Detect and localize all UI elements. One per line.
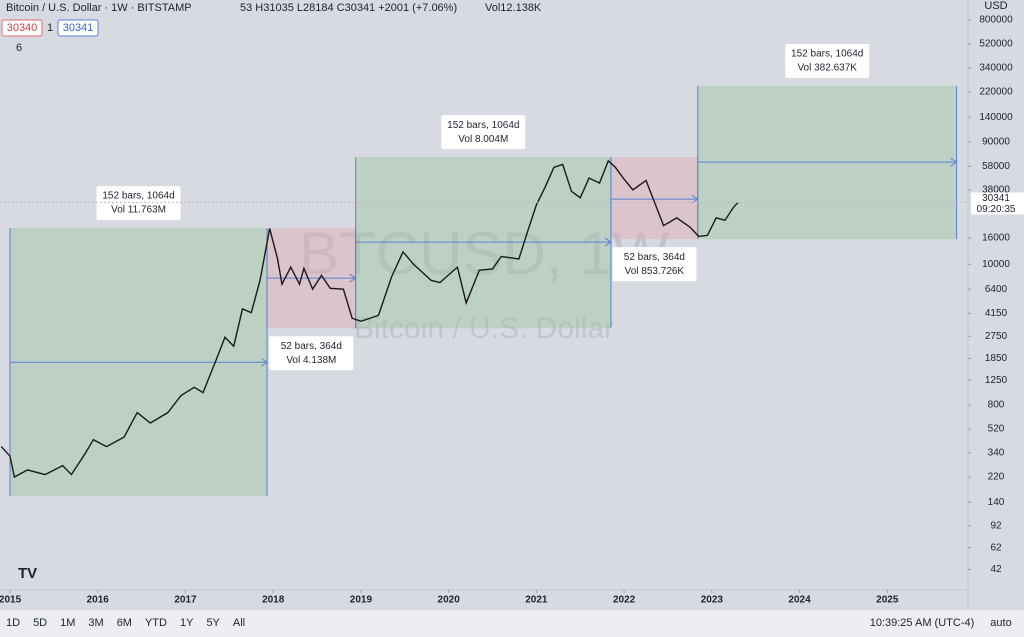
y-tick-label: 16000 xyxy=(982,233,1010,244)
volume: Vol12.138K xyxy=(485,2,542,14)
x-tick-label: 2024 xyxy=(788,595,811,606)
range-button[interactable]: 1M xyxy=(60,617,75,629)
range-vol: Vol 382.637K xyxy=(797,63,857,74)
last-price-label: 30341 xyxy=(982,193,1010,204)
y-tick-label: 42 xyxy=(990,564,1002,575)
indicator-count[interactable]: 6 xyxy=(16,42,22,54)
arrow-head xyxy=(604,237,612,247)
spread: 1 xyxy=(47,22,53,34)
x-tick-label: 2017 xyxy=(174,595,197,606)
range-label-box xyxy=(269,336,354,371)
range-button[interactable]: 3M xyxy=(88,617,103,629)
x-tick-label: 2019 xyxy=(350,595,373,606)
symbol: Bitcoin / U.S. Dollar · 1W · BITSTAMP xyxy=(6,2,192,14)
x-tick-label: 2023 xyxy=(701,595,724,606)
range-button[interactable]: 1D xyxy=(6,617,20,629)
y-tick-label: 340 xyxy=(988,447,1005,458)
x-tick-label: 2021 xyxy=(525,595,548,606)
y-tick-label: 800 xyxy=(988,400,1005,411)
sell-button[interactable] xyxy=(1,19,43,37)
range-label-box xyxy=(96,186,181,221)
y-tick-label: 520 xyxy=(988,424,1005,435)
x-tick-label: 2015 xyxy=(0,595,22,606)
range-box xyxy=(610,157,698,240)
sell-price: 30340 xyxy=(7,22,38,34)
range-vol: Vol 4.138M xyxy=(286,355,336,366)
y-tick-label: 340000 xyxy=(979,62,1013,73)
buy-price: 30341 xyxy=(63,22,94,34)
range-button[interactable]: 6M xyxy=(117,617,132,629)
range-button[interactable]: 1Y xyxy=(180,617,194,629)
y-tick-label: 220 xyxy=(988,472,1005,483)
range-button[interactable]: 5D xyxy=(33,617,47,629)
y-tick-label: 58000 xyxy=(982,161,1010,172)
range-bars: 52 bars, 364d xyxy=(281,341,342,352)
range-bars: 152 bars, 1064d xyxy=(447,120,519,131)
plot: BTCUSD, 1W Bitcoin / U.S. Dollar 152 bars,… xyxy=(0,43,968,497)
watermark: Bitcoin / U.S. Dollar xyxy=(354,312,614,345)
clock: 10:39:25 AM (UTC-4) xyxy=(870,617,975,629)
range-label-box xyxy=(441,115,526,150)
x-tick-label: 2025 xyxy=(876,595,899,606)
x-tick-label: 2020 xyxy=(438,595,461,606)
range-bars: 152 bars, 1064d xyxy=(791,49,863,60)
currency: USD xyxy=(984,0,1007,12)
range-bars: 152 bars, 1064d xyxy=(102,191,174,202)
y-tick-label: 220000 xyxy=(979,87,1013,98)
range-button[interactable]: 5Y xyxy=(206,617,220,629)
price-line xyxy=(0,159,739,479)
range-vol: Vol 853.726K xyxy=(625,266,685,277)
arrow-head xyxy=(950,157,958,167)
arrow-head xyxy=(260,357,268,367)
countdown: 09:20:35 xyxy=(977,204,1016,215)
y-tick-label: 38000 xyxy=(982,185,1010,196)
y-tick-label: 92 xyxy=(990,520,1002,531)
y-tick-label: 140000 xyxy=(979,112,1013,123)
x-tick-label: 2016 xyxy=(87,595,110,606)
watermark: BTCUSD, 1W xyxy=(299,220,669,287)
range-vol: Vol 8.004M xyxy=(458,134,508,145)
y-tick-label: 90000 xyxy=(982,136,1010,147)
y-tick-label: 4150 xyxy=(985,308,1008,319)
y-tick-label: 62 xyxy=(990,542,1002,553)
last-price-box xyxy=(971,192,1024,215)
range-bars: 52 bars, 364d xyxy=(624,252,685,263)
ohlc: 53 H31035 L28184 C30341 +2001 (+7.06%) xyxy=(240,2,457,14)
y-tick-label: 520000 xyxy=(979,39,1013,50)
y-tick-label: 6400 xyxy=(985,284,1008,295)
buy-button[interactable] xyxy=(57,19,99,37)
logo: TV xyxy=(18,565,37,582)
range-label-box xyxy=(612,247,697,282)
toolbar xyxy=(0,610,1024,637)
scale-mode[interactable]: auto xyxy=(990,617,1011,629)
range-button[interactable]: All xyxy=(233,617,245,629)
y-tick-label: 800000 xyxy=(979,15,1013,26)
x-tick-label: 2022 xyxy=(613,595,636,606)
range-box xyxy=(355,157,611,329)
y-tick-label: 140 xyxy=(988,497,1005,508)
range-button[interactable]: YTD xyxy=(145,617,167,629)
range-label-box xyxy=(785,43,870,78)
y-tick-label: 10000 xyxy=(982,259,1010,270)
y-tick-label: 1250 xyxy=(985,375,1008,386)
y-tick-label: 2750 xyxy=(985,331,1008,342)
x-tick-label: 2018 xyxy=(262,595,285,606)
range-vol: Vol 11.763M xyxy=(111,205,166,216)
y-tick-label: 1850 xyxy=(985,353,1008,364)
